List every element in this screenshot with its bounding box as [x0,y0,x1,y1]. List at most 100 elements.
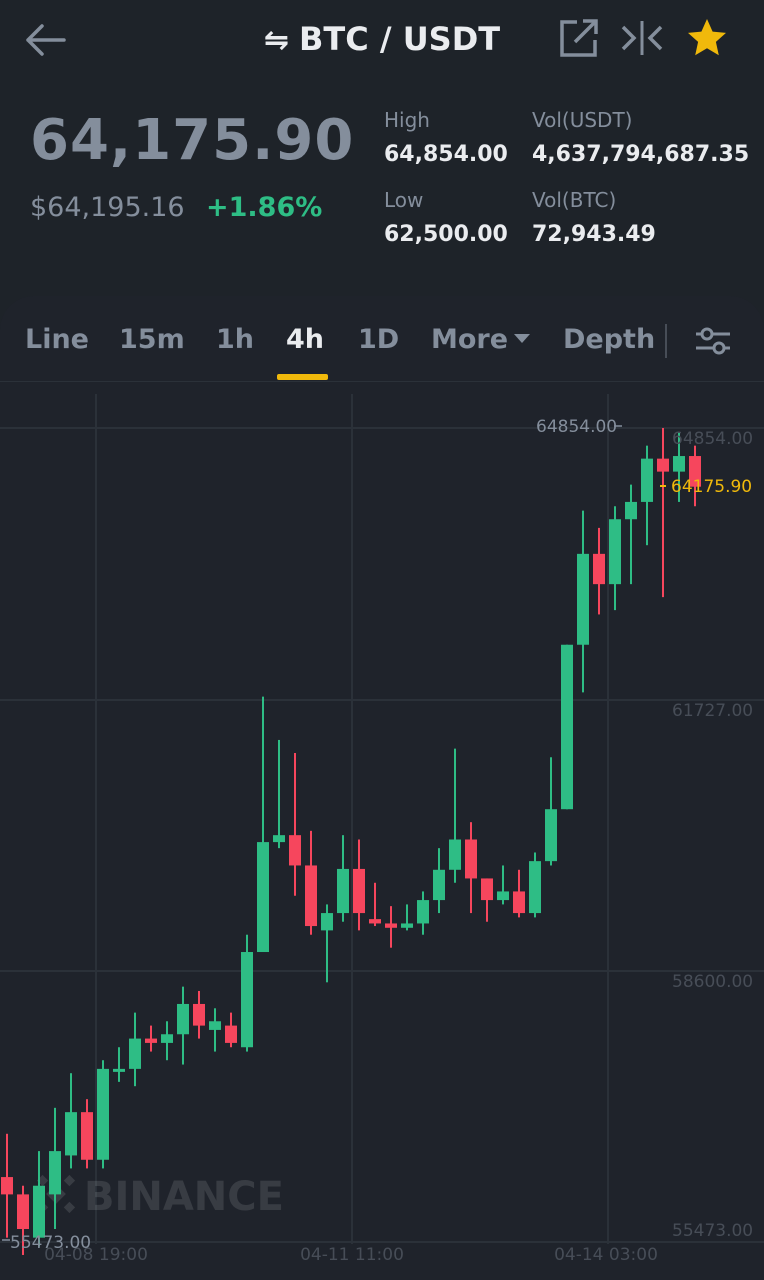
candle-body [593,553,605,585]
pair-title[interactable]: ⇋ BTC / USDT [0,20,764,58]
candle [513,869,525,918]
candle-body [33,1185,45,1238]
candle [561,644,573,810]
candle [337,835,349,922]
tab-4h[interactable]: 4h [286,324,325,355]
candle [385,906,397,948]
tab-more[interactable]: More [431,324,531,355]
tab-1d[interactable]: 1D [358,324,400,355]
candle [65,1073,77,1169]
back-arrow-icon[interactable] [22,22,68,58]
candle-body [1,1177,13,1195]
external-link-icon[interactable] [557,16,601,60]
candle [193,990,205,1039]
candle [481,878,493,922]
low-marker-label: 55473.00 [10,1233,91,1253]
active-tab-indicator [277,374,328,380]
chart-settings-icon[interactable] [694,326,732,356]
candle-body [353,868,365,914]
candle-body [689,456,701,487]
candle [465,822,477,914]
y-tick-label: 64854.00 [672,429,753,449]
tab-line[interactable]: Line [25,324,89,355]
x-tick-label: 04-14 03:00 [554,1245,658,1265]
candle [33,1151,45,1247]
candle [225,1012,237,1048]
tab-divider [665,324,667,358]
candle [145,1025,157,1052]
candle-body [433,869,445,901]
vol-btc-label: Vol(BTC) [532,188,617,212]
candle-body [97,1068,109,1160]
vol-usdt-value: 4,637,794,687.35 [532,142,750,167]
candle [529,852,541,918]
candle-body [177,1003,189,1035]
candle [609,506,621,611]
low-marker: 55473.00 [2,1233,91,1253]
candle-body [401,923,413,928]
candle [689,445,701,507]
candle [129,1012,141,1087]
star-icon[interactable] [685,16,729,60]
high-marker-label: 64854.00 [536,417,617,437]
pair-title-text: BTC / USDT [299,20,501,58]
candle-body [385,923,397,928]
candle [433,848,445,914]
candle [657,428,669,598]
candle [673,432,685,502]
caret-down-icon [514,334,531,343]
watermark-text: BINANCE [84,1174,284,1220]
candle [321,904,333,983]
top-bar: ⇋ BTC / USDT [0,0,764,84]
candle-body [17,1194,29,1230]
candle-body [305,865,317,927]
candle-body [337,868,349,914]
candle [497,865,509,905]
y-axis-labels: 64854.00 61727.00 58600.00 55473.00 [672,429,753,1241]
candle-body [609,519,621,585]
candlestick-chart[interactable]: BINANCE 64854.00 61727.00 58600.00 55473… [0,384,764,1280]
candle [241,934,253,1052]
candle [273,739,285,849]
tab-1h[interactable]: 1h [216,324,255,355]
candle [49,1107,61,1230]
candle-body [241,952,253,1048]
candle-body [145,1038,157,1043]
candle [81,1099,93,1169]
candle [257,696,269,953]
tab-more-label: More [431,324,509,355]
chart-panel: Line 15m 1h 4h 1D More Depth [0,296,764,1280]
candle-body [257,842,269,953]
candle-body [273,835,285,843]
candle-body [161,1034,173,1043]
candle [593,527,605,615]
low-label: Low [384,188,424,212]
vol-btc-value: 72,943.49 [532,222,656,247]
candle [177,986,189,1065]
tab-15m[interactable]: 15m [119,324,185,355]
x-tick-label: 04-08 19:00 [44,1245,148,1265]
candle [545,757,557,866]
candle-body [65,1112,77,1156]
binance-watermark: BINANCE [36,1174,284,1220]
candle-body [449,839,461,870]
interval-tabs: Line 15m 1h 4h 1D More Depth [0,296,764,382]
candle-body [577,553,589,645]
high-label: High [384,108,430,132]
candle [113,1047,125,1082]
candle-body [561,644,573,810]
candle-body [529,861,541,914]
last-price: 64,175.90 [30,108,355,173]
compare-icon[interactable] [620,16,664,60]
last-price-label: 64175.90 [671,477,752,497]
candle-body [417,900,429,924]
candle [401,904,413,931]
low-value: 62,500.00 [384,222,508,247]
change-percent: +1.86% [206,192,323,223]
swap-icon: ⇋ [263,23,290,58]
candle-body [289,835,301,866]
candle-body [81,1112,93,1160]
last-price-marker: 64175.90 [660,477,752,497]
tab-depth[interactable]: Depth [563,324,656,355]
candle-body [657,458,669,472]
